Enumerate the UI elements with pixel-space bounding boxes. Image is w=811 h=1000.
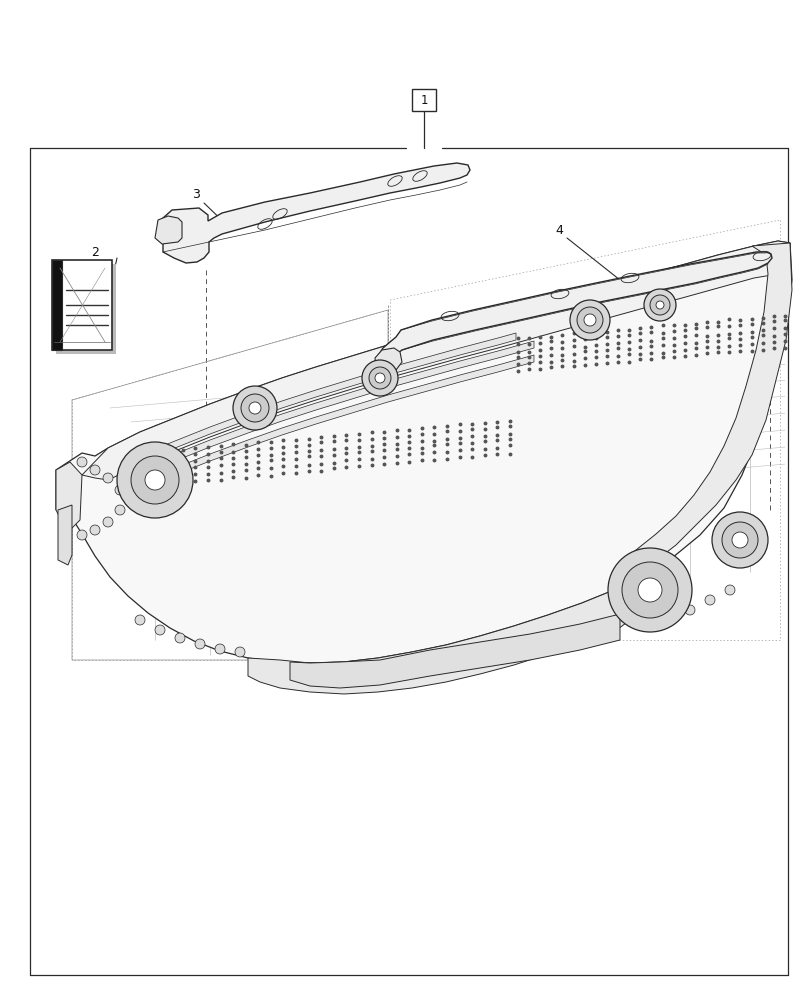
Circle shape: [368, 367, 391, 389]
Circle shape: [375, 373, 384, 383]
Polygon shape: [163, 163, 470, 263]
Text: 1: 1: [420, 94, 427, 107]
Circle shape: [175, 633, 185, 643]
Circle shape: [664, 615, 674, 625]
Polygon shape: [82, 241, 789, 480]
Circle shape: [577, 307, 603, 333]
Polygon shape: [52, 260, 112, 350]
Circle shape: [195, 639, 204, 649]
Polygon shape: [56, 241, 791, 663]
Circle shape: [655, 301, 663, 309]
Circle shape: [233, 386, 277, 430]
Circle shape: [103, 517, 113, 527]
Circle shape: [241, 394, 268, 422]
Text: 2: 2: [91, 246, 99, 259]
Circle shape: [607, 548, 691, 632]
Circle shape: [117, 442, 193, 518]
Circle shape: [234, 647, 245, 657]
Circle shape: [724, 585, 734, 595]
Circle shape: [155, 625, 165, 635]
Circle shape: [583, 314, 595, 326]
Circle shape: [569, 300, 609, 340]
Bar: [52, 260, 62, 350]
Polygon shape: [139, 341, 534, 475]
Circle shape: [115, 485, 125, 495]
Circle shape: [90, 525, 100, 535]
Text: 3: 3: [192, 188, 200, 202]
Circle shape: [684, 605, 694, 615]
Circle shape: [215, 644, 225, 654]
Polygon shape: [290, 614, 620, 688]
Circle shape: [643, 289, 676, 321]
Circle shape: [621, 562, 677, 618]
Circle shape: [731, 532, 747, 548]
Text: 4: 4: [555, 224, 562, 236]
Circle shape: [77, 457, 87, 467]
Circle shape: [131, 456, 178, 504]
Polygon shape: [56, 462, 82, 528]
Polygon shape: [58, 505, 72, 565]
Circle shape: [90, 465, 100, 475]
Circle shape: [135, 615, 145, 625]
Polygon shape: [375, 348, 401, 372]
Circle shape: [103, 473, 113, 483]
Polygon shape: [155, 216, 182, 244]
Circle shape: [77, 530, 87, 540]
Polygon shape: [617, 243, 791, 585]
FancyBboxPatch shape: [411, 89, 436, 111]
Circle shape: [637, 578, 661, 602]
Circle shape: [115, 505, 125, 515]
Circle shape: [711, 512, 767, 568]
Circle shape: [721, 522, 757, 558]
Circle shape: [704, 595, 714, 605]
Polygon shape: [247, 578, 629, 694]
Circle shape: [362, 360, 397, 396]
Polygon shape: [378, 252, 771, 374]
Circle shape: [249, 402, 260, 414]
Polygon shape: [56, 264, 116, 354]
Circle shape: [145, 470, 165, 490]
Polygon shape: [139, 333, 515, 462]
Circle shape: [649, 295, 669, 315]
Polygon shape: [139, 355, 534, 489]
